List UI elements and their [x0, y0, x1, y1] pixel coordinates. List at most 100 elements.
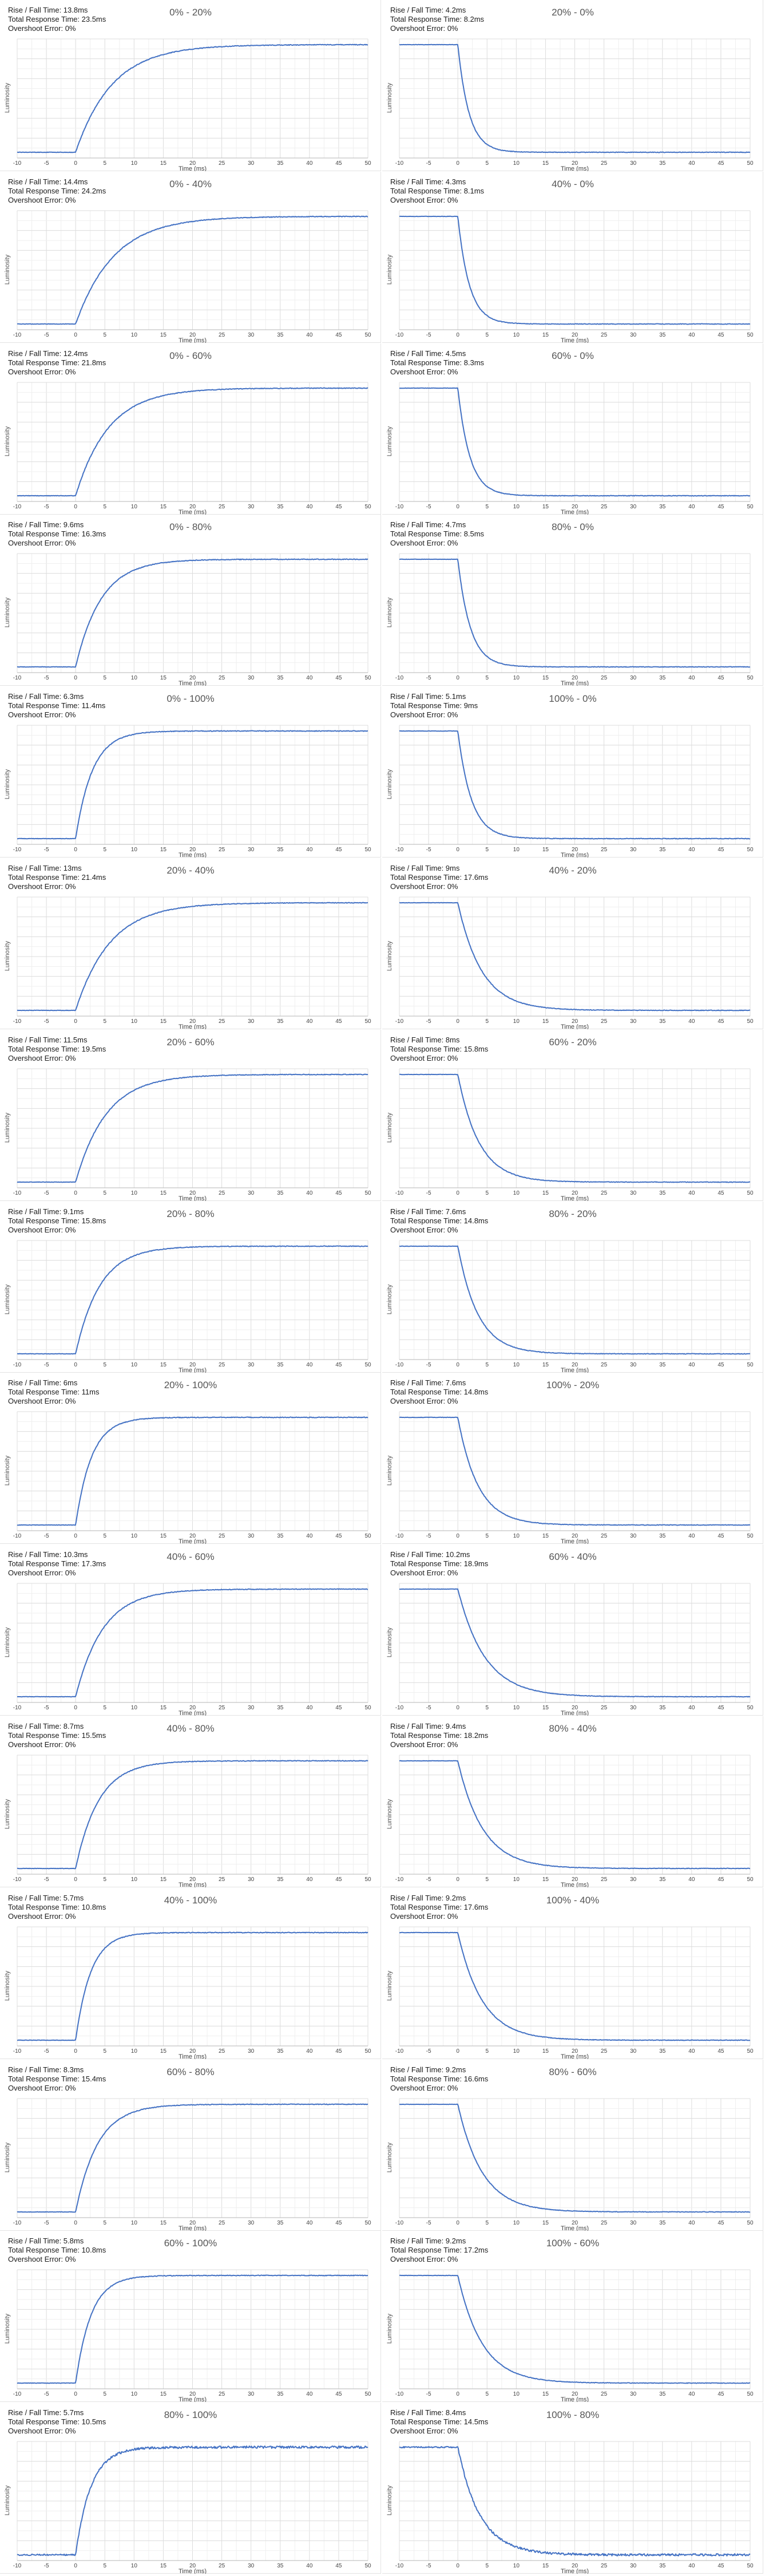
- rise-fall-time: Rise / Fall Time: 5.8ms: [8, 2237, 84, 2245]
- x-tick-label: 30: [248, 504, 255, 510]
- x-tick-label: 20: [189, 1362, 196, 1368]
- panel-title: 40% - 0%: [552, 179, 594, 189]
- luminosity-series-line: [17, 215, 368, 325]
- total-response-time: Total Response Time: 9ms: [390, 701, 478, 710]
- luminosity-series-line: [17, 1588, 368, 1698]
- x-tick-label: 10: [131, 1018, 138, 1025]
- total-response-time: Total Response Time: 10.5ms: [8, 2417, 106, 2426]
- panel-stats: Rise / Fall Time: 12.4ms Total Response T…: [8, 349, 106, 377]
- x-tick-label: -10: [13, 675, 22, 681]
- x-axis-label: Time (ms): [561, 2225, 589, 2231]
- x-tick-label: 40: [306, 2391, 313, 2397]
- x-tick-label: 15: [160, 504, 167, 510]
- rise-fall-time: Rise / Fall Time: 8.7ms: [8, 1722, 84, 1730]
- rise-fall-time: Rise / Fall Time: 4.2ms: [390, 6, 466, 14]
- x-tick-label: 35: [277, 1190, 284, 1196]
- x-tick-label: -5: [44, 675, 49, 681]
- x-tick-label: 35: [659, 1533, 666, 1539]
- x-tick-label: 10: [131, 1190, 138, 1196]
- x-tick-label: -5: [426, 1362, 431, 1368]
- overshoot-error: Overshoot Error: 0%: [390, 2427, 458, 2435]
- x-tick-label: 45: [718, 675, 724, 681]
- response-panel: Rise / Fall Time: 11.5ms Total Response T…: [0, 1030, 381, 1201]
- x-tick-label: 25: [219, 1018, 225, 1025]
- response-plot: -10 -5 0 5 10 15 20 25 30 35 40 45 50 Time (ms): [13, 2269, 371, 2402]
- gridlines: [17, 210, 368, 330]
- x-tick-label: -5: [426, 1876, 431, 1883]
- total-response-time: Total Response Time: 15.8ms: [8, 1216, 106, 1225]
- x-axis-label: Time (ms): [179, 1710, 207, 1716]
- x-tick-label: 35: [277, 1362, 284, 1368]
- x-tick-label: 25: [601, 1533, 608, 1539]
- overshoot-error: Overshoot Error: 0%: [8, 1568, 76, 1577]
- x-axis-label: Time (ms): [561, 1367, 589, 1373]
- rise-fall-time: Rise / Fall Time: 4.7ms: [390, 520, 466, 529]
- luminosity-series-line: [17, 44, 368, 153]
- x-tick-label: -5: [44, 1705, 49, 1711]
- x-axis-label: Time (ms): [179, 2225, 207, 2231]
- x-tick-label: 30: [630, 1705, 637, 1711]
- x-tick-label: 15: [542, 1876, 549, 1883]
- x-tick-label: 50: [747, 1362, 754, 1368]
- response-plot: -10 -5 0 5 10 15 20 25 30 35 40 45 50 Time (ms): [395, 2098, 754, 2231]
- response-plot: -10 -5 0 5 10 15 20 25 30 35 40 45 50 Time (ms): [13, 1411, 371, 1544]
- panel-stats: Rise / Fall Time: 5.1ms Total Response Ti…: [390, 692, 478, 720]
- x-tick-label: 15: [542, 1190, 549, 1196]
- gridlines: [399, 210, 751, 330]
- response-panel: Rise / Fall Time: 5.7ms Total Response Ti…: [0, 1888, 381, 2059]
- x-tick-label: 30: [630, 1362, 637, 1368]
- x-tick-label: -10: [13, 847, 22, 853]
- x-tick-label: 30: [248, 2391, 255, 2397]
- response-panel: Rise / Fall Time: 13.8ms Total Response T…: [0, 0, 381, 171]
- x-tick-label: -10: [13, 1876, 22, 1883]
- x-tick-label: 45: [335, 675, 342, 681]
- panel-stats: Rise / Fall Time: 5.7ms Total Response Ti…: [8, 2408, 106, 2436]
- panel-title: 80% - 20%: [549, 1208, 597, 1219]
- x-tick-label: 35: [277, 1018, 284, 1025]
- gridlines: [17, 2098, 368, 2218]
- x-tick-label: 35: [659, 2220, 666, 2226]
- overshoot-error: Overshoot Error: 0%: [390, 2255, 458, 2263]
- x-tick-label: -10: [13, 2391, 22, 2397]
- rise-fall-time: Rise / Fall Time: 9.4ms: [390, 1722, 466, 1730]
- panel-title: 0% - 80%: [169, 521, 212, 532]
- x-tick-label: 45: [718, 332, 724, 338]
- x-tick-label: 5: [485, 675, 489, 681]
- x-tick-label: 20: [189, 2220, 196, 2226]
- panel-stats: Rise / Fall Time: 5.8ms Total Response Ti…: [8, 2237, 106, 2264]
- total-response-time: Total Response Time: 14.8ms: [390, 1388, 489, 1396]
- gridlines: [399, 553, 751, 673]
- x-tick-label: 25: [219, 2563, 225, 2569]
- x-tick-label: 25: [219, 2391, 225, 2397]
- x-tick-label: 5: [103, 504, 106, 510]
- x-tick-label: 15: [542, 1362, 549, 1368]
- panel-title: 40% - 20%: [549, 865, 597, 876]
- x-tick-label: 10: [131, 2391, 138, 2397]
- x-tick-label: 10: [513, 847, 520, 853]
- x-tick-label: 50: [747, 1533, 754, 1539]
- luminosity-series-line: [17, 1760, 368, 1870]
- response-panel: Rise / Fall Time: 8.3ms Total Response Ti…: [0, 2060, 381, 2231]
- luminosity-series-line: [399, 1931, 751, 2041]
- panel-title: 60% - 0%: [552, 350, 594, 361]
- overshoot-error: Overshoot Error: 0%: [390, 882, 458, 891]
- overshoot-error: Overshoot Error: 0%: [390, 1054, 458, 1062]
- x-axis-label: Time (ms): [179, 509, 207, 515]
- x-tick-label: -10: [13, 1190, 22, 1196]
- x-tick-label: -5: [426, 847, 431, 853]
- total-response-time: Total Response Time: 8.5ms: [390, 530, 485, 538]
- x-tick-label: 30: [248, 2220, 255, 2226]
- x-tick-label: 0: [74, 1876, 77, 1883]
- total-response-time: Total Response Time: 15.5ms: [8, 1731, 106, 1740]
- gridlines: [17, 1240, 368, 1360]
- x-tick-label: -5: [44, 160, 49, 167]
- x-tick-label: 45: [335, 504, 342, 510]
- x-tick-label: 10: [513, 1705, 520, 1711]
- x-tick-label: 25: [219, 1362, 225, 1368]
- x-axis-label: Time (ms): [561, 337, 589, 343]
- x-tick-label: 30: [630, 847, 637, 853]
- x-tick-label: 20: [572, 2563, 578, 2569]
- x-tick-label: 45: [335, 2220, 342, 2226]
- x-tick-label: 5: [485, 2048, 489, 2055]
- x-tick-label: 5: [485, 1190, 489, 1196]
